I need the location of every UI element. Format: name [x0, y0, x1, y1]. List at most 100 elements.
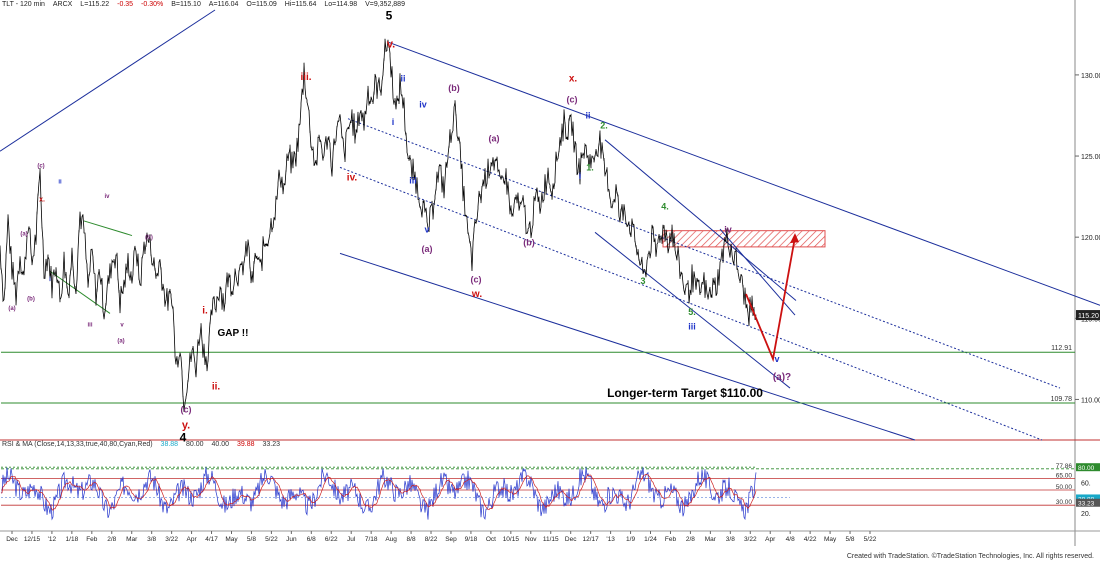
rsi-header-v2: 80.00	[186, 441, 204, 448]
wave-label: iv.	[347, 172, 358, 183]
wave-label: iv	[419, 99, 427, 109]
wave-label: (b)	[448, 83, 460, 93]
wave-label: ii	[400, 73, 405, 83]
time-tick-label: 4/8	[786, 536, 795, 543]
wave-label: (a)?	[773, 372, 791, 383]
time-tick-label: 9/18	[465, 536, 478, 543]
time-tick-label: 12/15	[24, 536, 41, 543]
wave-label: v	[774, 354, 779, 364]
level-label: 112.91	[1051, 345, 1072, 352]
header-ask: A=116.04	[208, 1, 239, 8]
projection-arrowhead	[790, 233, 799, 244]
time-tick-label: Oct	[486, 536, 496, 543]
time-tick-label: Mar	[126, 536, 138, 543]
wave-label: iii	[688, 322, 696, 332]
time-tick-label: 3/8	[726, 536, 735, 543]
time-tick-label: 2/8	[107, 536, 116, 543]
wave-label: i	[49, 277, 51, 283]
time-tick-label: 1/18	[66, 536, 79, 543]
rsi-ma-line	[0, 474, 757, 511]
rsi-header: RSI & MA (Close,14,13,33,true,40,80,Cyan…	[2, 441, 280, 448]
wave-label: (b)	[523, 237, 535, 247]
time-tick-label: '13	[606, 536, 615, 543]
wave-label: GAP !!	[218, 328, 249, 339]
header-change-pct: -0.30%	[141, 1, 164, 8]
time-tick-label: Dec	[565, 536, 577, 543]
rsi-badge	[1076, 463, 1100, 472]
time-tick-label: Mar	[705, 536, 717, 543]
price-tick-label: 120.00	[1081, 235, 1100, 242]
wave-label: iv	[104, 194, 110, 200]
wave-label: i	[579, 171, 582, 181]
rsi-level-label: 65.00	[1056, 473, 1073, 480]
wave-label: v	[120, 322, 124, 328]
wave-label: 3	[640, 276, 645, 286]
wave-label: ii	[585, 111, 590, 121]
target-zone	[662, 230, 826, 248]
header-low: Lo=114.98	[324, 1, 358, 8]
time-tick-label: Feb	[665, 536, 677, 543]
trend-line	[339, 252, 916, 441]
rsi-tick-label: 20.	[1081, 511, 1091, 518]
wave-label: (c)	[181, 404, 192, 414]
wave-label: v.	[387, 38, 395, 50]
rsi-badge-label: 80.00	[1078, 465, 1095, 472]
wave-label: w.	[471, 289, 482, 300]
wave-label: y.	[182, 420, 190, 432]
header-last: L=115.22	[80, 1, 110, 8]
time-tick-label: 5/22	[265, 536, 278, 543]
channel-midline	[347, 118, 1061, 389]
wave-label: 5.	[688, 307, 696, 317]
rsi-header-v1: 38.88	[160, 441, 179, 448]
time-tick-label: Sep	[445, 536, 457, 543]
time-tick-label: 6/22	[325, 536, 338, 543]
time-tick-label: 1/9	[626, 536, 635, 543]
wave-label: (a)	[422, 244, 433, 254]
time-tick-label: 7/18	[365, 536, 378, 543]
header-volume: V=9,352,889	[365, 1, 405, 8]
time-tick-label: 12/17	[583, 536, 600, 543]
price-tick-label: 130.00	[1081, 73, 1100, 80]
time-tick-label: 2/8	[686, 536, 695, 543]
rsi-level-label: 50.00	[1056, 484, 1073, 491]
time-tick-label: 5/8	[846, 536, 855, 543]
header-exchange: ARCX	[52, 1, 73, 8]
wave-label: iii	[409, 176, 417, 186]
wave-label: ii.	[212, 382, 221, 393]
wave-label: (a)	[20, 232, 27, 238]
header-bid: B=115.10	[171, 1, 201, 8]
wave-label: iv	[724, 224, 732, 234]
trend-line	[49, 270, 111, 314]
time-tick-label: Aug	[385, 536, 397, 543]
time-tick-label: Dec	[6, 536, 18, 543]
time-tick-label: 8/22	[425, 536, 438, 543]
target-annotation: Longer-term Target $110.00	[607, 386, 763, 400]
wave-label: (a)	[489, 133, 500, 143]
time-tick-label: Jun	[286, 536, 297, 543]
last-price-badge	[1076, 310, 1100, 321]
rsi-tick-label: 60.	[1081, 480, 1091, 487]
time-tick-label: May	[824, 536, 837, 543]
wave-label: 4.	[661, 202, 669, 212]
time-tick-label: Feb	[86, 536, 98, 543]
header-change: -0.35	[117, 1, 134, 8]
symbol-header: TLT - 120 min ARCX L=115.22 -0.35 -0.30%…	[2, 1, 405, 8]
rsi-header-v3: 40.00	[211, 441, 230, 448]
level-label: 109.78	[1051, 396, 1073, 403]
time-tick-label: Nov	[525, 536, 537, 543]
header-symbol: TLT - 120 min	[2, 1, 45, 8]
time-tick-label: 4/22	[804, 536, 817, 543]
rsi-header-v4: 39.88	[237, 441, 255, 448]
wave-label: (c)	[567, 94, 578, 104]
rsi-badge	[1076, 498, 1100, 507]
wave-label: x.	[39, 196, 45, 203]
wave-label: iii.	[300, 72, 311, 83]
wave-label: (c)	[37, 163, 44, 169]
time-tick-label: 1/24	[644, 536, 657, 543]
credit-text: Created with TradeStation. ©TradeStation…	[846, 553, 1094, 560]
trend-line	[83, 220, 133, 237]
rsi-badge-label: 33.23	[1078, 501, 1095, 508]
trend-line	[388, 41, 1100, 306]
price-tick-label: 110.00	[1081, 397, 1100, 404]
